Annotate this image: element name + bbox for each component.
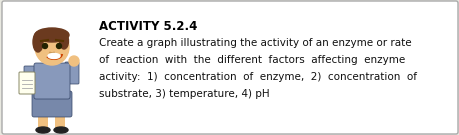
Ellipse shape — [69, 56, 79, 66]
FancyBboxPatch shape — [19, 72, 35, 94]
Text: activity:  1)  concentration  of  enzyme,  2)  concentration  of: activity: 1) concentration of enzyme, 2)… — [99, 72, 416, 82]
Ellipse shape — [35, 28, 69, 42]
Ellipse shape — [48, 53, 60, 58]
Ellipse shape — [33, 32, 43, 52]
Text: Create a graph illustrating the activity of an enzyme or rate: Create a graph illustrating the activity… — [99, 38, 411, 48]
FancyBboxPatch shape — [2, 1, 457, 134]
Text: substrate, 3) temperature, 4) pH: substrate, 3) temperature, 4) pH — [99, 89, 269, 99]
FancyBboxPatch shape — [55, 111, 65, 131]
FancyBboxPatch shape — [34, 63, 70, 99]
FancyBboxPatch shape — [24, 66, 38, 86]
Ellipse shape — [54, 127, 68, 133]
Ellipse shape — [25, 78, 34, 87]
FancyBboxPatch shape — [32, 91, 72, 117]
Text: of  reaction  with  the  different  factors  affecting  enzyme: of reaction with the different factors a… — [99, 55, 404, 65]
Ellipse shape — [36, 127, 50, 133]
Ellipse shape — [42, 43, 47, 48]
Ellipse shape — [59, 33, 68, 49]
Ellipse shape — [35, 29, 69, 65]
FancyBboxPatch shape — [65, 62, 79, 84]
FancyBboxPatch shape — [47, 55, 57, 69]
Text: ACTIVITY 5.2.4: ACTIVITY 5.2.4 — [99, 20, 197, 33]
Ellipse shape — [56, 43, 62, 48]
FancyBboxPatch shape — [38, 111, 48, 131]
